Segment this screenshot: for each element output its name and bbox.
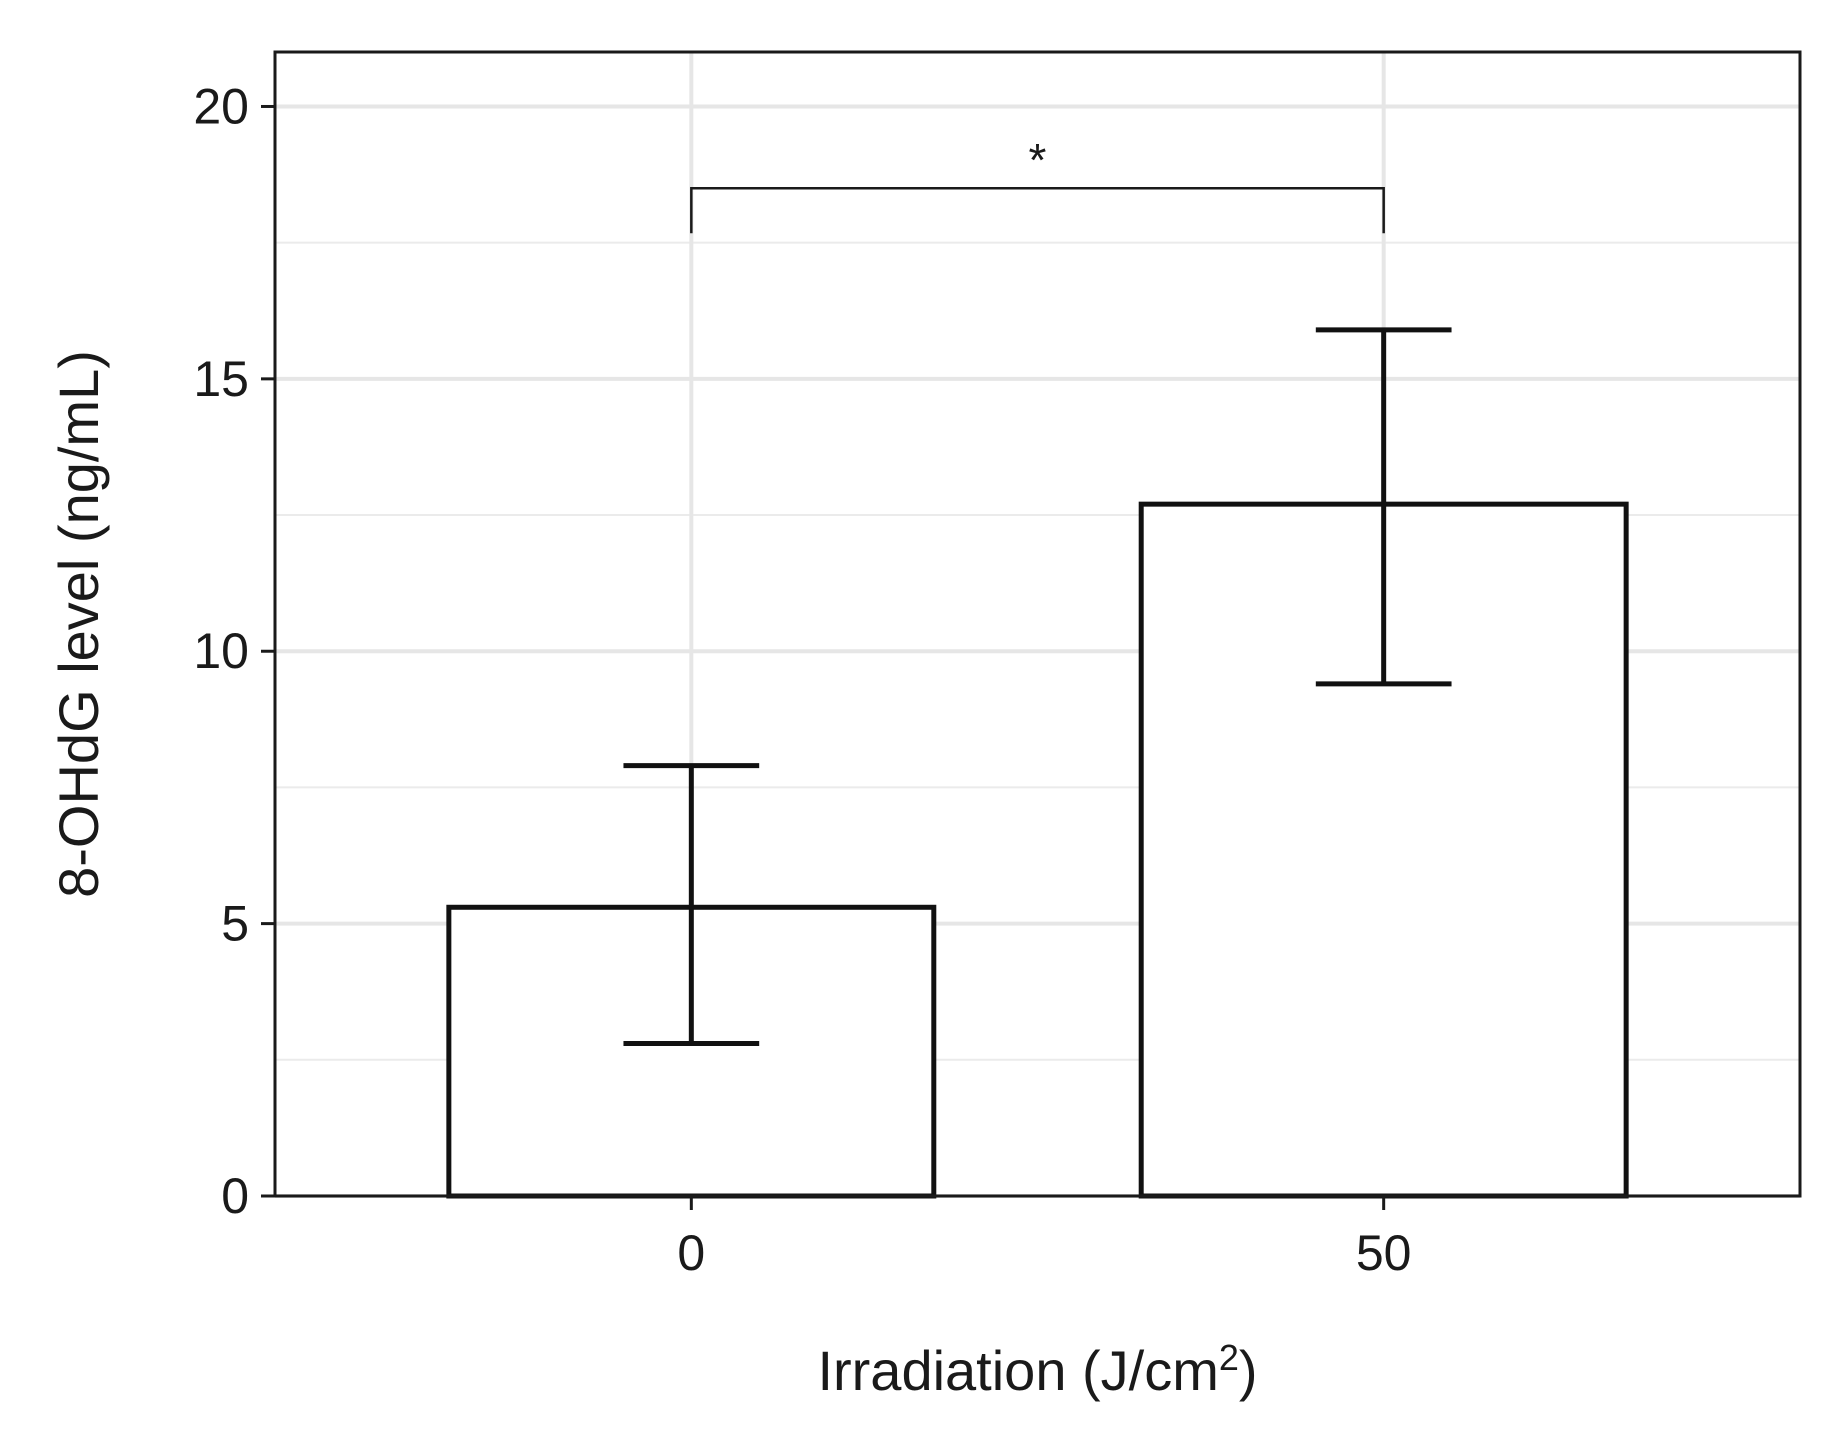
y-tick-label: 0 bbox=[221, 1168, 249, 1224]
plot-panel-border bbox=[273, 50, 1802, 1198]
error-bars-layer bbox=[623, 327, 1452, 1046]
y-tick-label: 5 bbox=[221, 896, 249, 952]
x-axis-title-main: Irradiation (J/cm bbox=[817, 1339, 1218, 1402]
y-tick-label: 15 bbox=[193, 351, 249, 407]
x-axis-title: Irradiation (J/cm2) bbox=[817, 1337, 1257, 1403]
axis-ticks-layer: 0 5 10 15 20 0 50 bbox=[193, 78, 1411, 1281]
significance-layer: * bbox=[690, 134, 1385, 234]
x-axis-title-suffix: ) bbox=[1239, 1339, 1258, 1402]
x-tick-label: 50 bbox=[1356, 1225, 1412, 1281]
x-tick-label: 0 bbox=[677, 1225, 705, 1281]
x-axis-title-superscript: 2 bbox=[1219, 1337, 1239, 1378]
significance-bracket bbox=[690, 186, 1385, 234]
significance-label: * bbox=[1029, 134, 1047, 186]
y-axis-title: 8-OHdG level (ng/mL) bbox=[47, 350, 110, 898]
bars-layer bbox=[446, 501, 1629, 1199]
y-tick-label: 20 bbox=[193, 78, 249, 134]
y-tick-label: 10 bbox=[193, 623, 249, 679]
